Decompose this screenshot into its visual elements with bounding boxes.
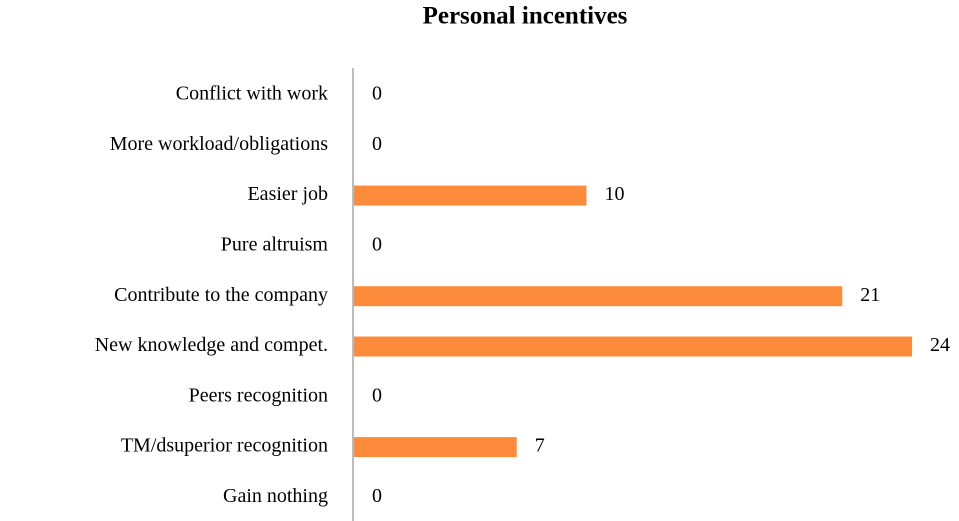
y-tick-label: TM/dsuperior recognition [121,435,328,457]
bar [354,185,587,206]
y-tick-label: Easier job [247,183,328,205]
y-tick-label: Conflict with work [176,83,328,105]
bar [354,336,912,357]
data-label: 0 [372,83,382,105]
y-tick-label: Gain nothing [223,485,328,507]
y-tick-label: Peers recognition [189,384,328,406]
data-label: 0 [372,233,382,255]
data-label: 10 [605,183,625,205]
chart-title: Personal incentives [423,3,628,30]
y-tick-label: More workload/obligations [110,133,329,155]
bar [354,437,517,458]
data-label: 0 [372,485,382,507]
data-label: 24 [930,334,950,356]
data-label: 0 [372,384,382,406]
y-tick-label: New knowledge and compet. [95,334,328,356]
data-label: 0 [372,133,382,155]
y-tick-label: Contribute to the company [114,284,328,306]
data-label: 21 [860,284,880,306]
y-tick-label: Pure altruism [221,233,329,255]
data-label: 7 [535,435,545,457]
bar [354,286,843,307]
